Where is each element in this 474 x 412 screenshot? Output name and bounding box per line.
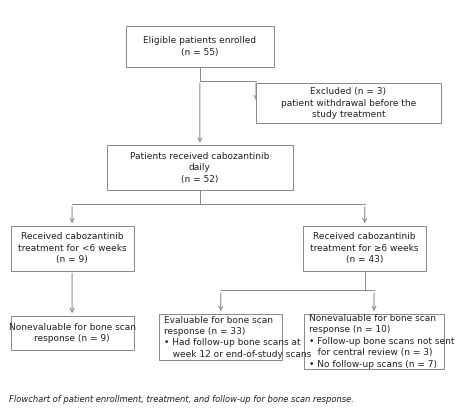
Text: Nonevaluable for bone scan
response (n = 9): Nonevaluable for bone scan response (n =… (9, 323, 136, 344)
FancyBboxPatch shape (126, 26, 274, 67)
Text: Evaluable for bone scan
response (n = 33)
• Had follow-up bone scans at
   week : Evaluable for bone scan response (n = 33… (164, 316, 311, 359)
Text: Nonevaluable for bone scan
response (n = 10)
• Follow-up bone scans not sent
   : Nonevaluable for bone scan response (n =… (309, 314, 455, 369)
FancyBboxPatch shape (107, 145, 293, 190)
FancyBboxPatch shape (304, 314, 444, 368)
Text: Eligible patients enrolled
(n = 55): Eligible patients enrolled (n = 55) (143, 36, 256, 57)
FancyBboxPatch shape (10, 316, 134, 350)
FancyBboxPatch shape (159, 314, 283, 360)
FancyBboxPatch shape (255, 83, 441, 123)
FancyBboxPatch shape (10, 226, 134, 271)
Text: Received cabozantinib
treatment for ≥6 weeks
(n = 43): Received cabozantinib treatment for ≥6 w… (310, 232, 419, 265)
Text: Patients received cabozantinib
daily
(n = 52): Patients received cabozantinib daily (n … (130, 152, 270, 184)
FancyBboxPatch shape (303, 226, 426, 271)
Text: Flowchart of patient enrollment, treatment, and follow-up for bone scan response: Flowchart of patient enrollment, treatme… (9, 395, 354, 404)
Text: Received cabozantinib
treatment for <6 weeks
(n = 9): Received cabozantinib treatment for <6 w… (18, 232, 127, 265)
Text: Excluded (n = 3)
patient withdrawal before the
study treatment: Excluded (n = 3) patient withdrawal befo… (281, 87, 416, 119)
